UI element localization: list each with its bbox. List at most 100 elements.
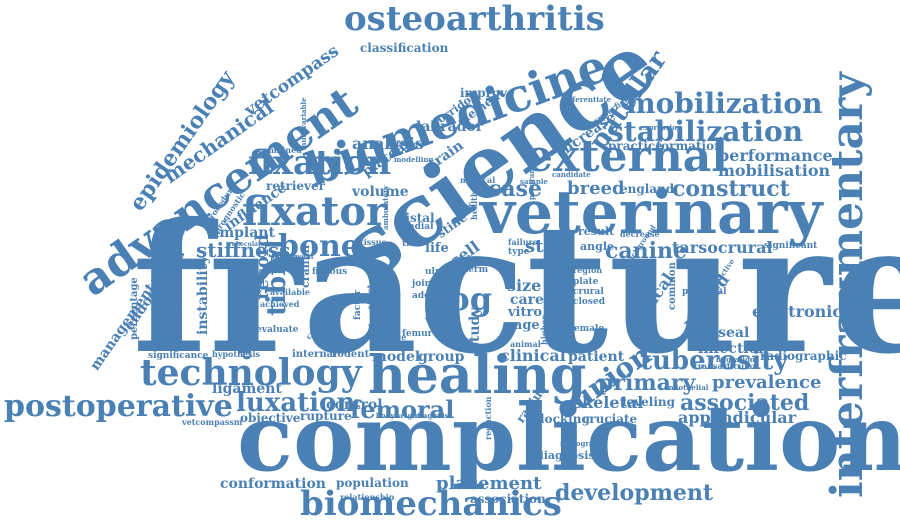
word-time: time <box>402 239 425 249</box>
word-available: available <box>270 287 310 297</box>
word-crural: crural <box>573 287 604 297</box>
word-animal: animal <box>510 339 541 349</box>
word-implant: implant <box>214 225 275 241</box>
word-complication: complication <box>237 384 900 492</box>
word-closed: closed <box>573 297 605 307</box>
word-fixation: fixation <box>248 143 392 183</box>
word-higher: higher <box>539 315 549 345</box>
word-result: result <box>578 225 615 238</box>
word-interfragmentary: interfragmentary <box>822 72 873 498</box>
word-classification: classification <box>360 41 449 55</box>
word-plate: plate <box>573 277 599 287</box>
word-group: group <box>418 349 465 365</box>
word-healthy: healthy <box>469 186 479 220</box>
word-objective: objective <box>240 411 301 425</box>
word-radiographic: radiographic <box>760 349 847 363</box>
word-add: add <box>412 291 431 301</box>
word-care: care <box>510 292 544 308</box>
word-femur: femur <box>402 329 433 339</box>
word-infection: infection <box>698 341 769 357</box>
word-size: size <box>507 276 542 295</box>
word-technology: technology <box>140 352 362 394</box>
word-diagnosis: diagnosis <box>536 449 595 462</box>
word-relationship: relationship <box>340 492 395 502</box>
word-radiograph: radiograph <box>560 439 604 448</box>
word-associated: associated <box>680 390 810 416</box>
word-study: study <box>467 307 483 350</box>
word-appendicular: appendicular <box>678 408 797 427</box>
word-england: england <box>620 182 675 196</box>
word-clinical: clinical <box>500 346 566 365</box>
word-effect: effect <box>365 284 375 310</box>
word-number: number <box>378 342 413 352</box>
word-practice: practice <box>608 139 663 153</box>
word-rupture: rupture <box>300 409 352 423</box>
word-mobilization: mobilization <box>626 87 823 120</box>
word-cage: cage <box>506 318 540 333</box>
word-decrease: decrease <box>620 229 660 239</box>
word-expression: expression <box>640 123 682 132</box>
word-failure: failure <box>508 237 538 247</box>
word-leveling: leveling <box>622 395 676 409</box>
word-transarticular: transarticular <box>694 361 757 371</box>
word-stem: stem <box>525 236 574 257</box>
word-type: type <box>508 247 530 257</box>
word-differentiate: differentiate <box>562 95 612 104</box>
word-placement: placement <box>436 473 542 494</box>
word-population: population <box>336 476 409 490</box>
word-proximal: proximal <box>682 287 727 297</box>
word-combined: combined <box>258 145 302 155</box>
word-mobilisation: mobilisation <box>718 161 831 180</box>
word-physeal: physeal <box>690 325 750 341</box>
word-development: development <box>555 480 714 506</box>
word-osteoarthritis: osteoarthritis <box>344 0 605 39</box>
word-joint: joint <box>412 279 436 289</box>
word-model: model <box>372 349 421 365</box>
word-control: control <box>326 397 383 413</box>
word-medical: medical <box>460 175 496 185</box>
word-hypothesis: hypothesis <box>212 349 261 359</box>
word-postoperative: postoperative <box>4 389 233 424</box>
word-angle: angle <box>580 240 614 253</box>
word-canine: canine <box>605 238 687 264</box>
word-tuberosity: tuberosity <box>640 346 789 376</box>
word-vetcompassm: vetcompassm <box>182 417 243 427</box>
word-locking: locking <box>540 412 590 426</box>
word-conformation: conformation <box>220 476 326 492</box>
word-bone: bone <box>278 229 360 264</box>
word-volume: volume <box>352 184 409 200</box>
word-labrador: labrador <box>416 119 484 135</box>
word-cruciate: cruciate <box>582 412 638 426</box>
word-risk: risk <box>454 255 474 265</box>
word-sample: sample <box>520 177 548 186</box>
word-tarsocrural: tarsocrural <box>672 238 773 257</box>
word-patient: patient <box>568 349 625 365</box>
word-term: term <box>464 265 489 275</box>
word-performance: performance <box>718 146 833 165</box>
word-open: open <box>372 261 394 271</box>
word-association: association <box>470 492 546 506</box>
word-stiffness: stiffness <box>196 238 291 262</box>
word-stabilization: stabilization <box>608 115 803 148</box>
word-electronic: electronic <box>752 302 843 321</box>
word-candidate: candidate <box>552 170 591 179</box>
word-fibrous: fibrous <box>312 267 348 277</box>
word-indication: indication <box>388 141 423 148</box>
word-evaluate: evaluate <box>256 325 299 335</box>
word-formation: formation <box>656 139 723 153</box>
word-female: female <box>570 324 605 334</box>
word-limited: limited <box>559 294 569 330</box>
word-ulna: ulna <box>425 267 448 277</box>
word-improve: improve <box>460 86 515 100</box>
word-veterinary: veterinary <box>480 178 823 248</box>
word-instability: instability <box>195 255 211 335</box>
word-percentage: percentage <box>129 277 140 340</box>
word-significance: significance <box>148 351 209 361</box>
word-factor: factor <box>353 289 363 320</box>
word-achieved: achieved <box>260 299 300 309</box>
word-luxation: luxation <box>236 388 356 418</box>
word-underwent: underwent <box>272 252 315 261</box>
word-retriever: retriever <box>266 179 325 193</box>
word-distal: distal <box>397 211 435 225</box>
